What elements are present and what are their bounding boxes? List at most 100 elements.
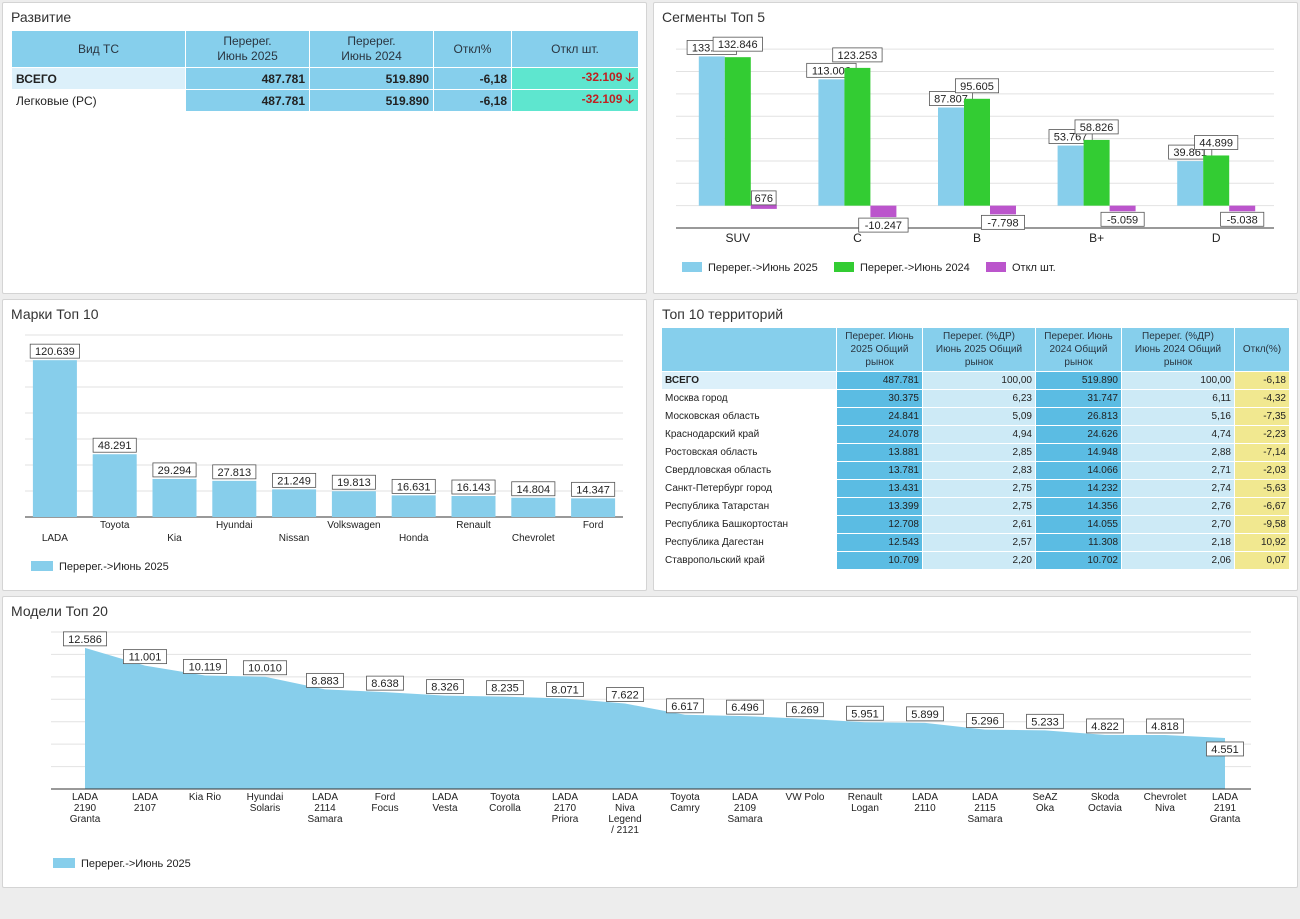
data-label: 10.119 <box>189 662 222 674</box>
col-t-2025-pct[interactable]: Перерег. (%ДР) Июнь 2025 Общий рынок <box>922 327 1036 372</box>
bar-otkl <box>750 204 777 209</box>
territory-row[interactable]: Республика Башкортостан 12.708 2,61 14.055 2… <box>661 515 1290 534</box>
cell-2024-pct: 2,88 <box>1121 443 1235 462</box>
x-tick-label: 2107 <box>134 803 157 814</box>
col-diff[interactable]: Откл шт. <box>511 30 639 68</box>
cell-diff: -32.109 🡣 <box>511 67 639 90</box>
cell-2025-pct: 2,75 <box>922 497 1036 516</box>
x-tick-label: Niva <box>615 803 635 814</box>
col-t-otkl[interactable]: Откл(%) <box>1234 327 1290 372</box>
x-tick-label: LADA <box>552 792 578 803</box>
cell-2024: 519.890 <box>309 67 434 90</box>
data-label-box <box>751 190 777 206</box>
x-tick-label: LADA <box>42 533 68 544</box>
segments-panel: Сегменты Топ 5 133.522 132.846 676 SUV 113.0… <box>653 2 1298 294</box>
x-tick-label: 2170 <box>554 803 577 814</box>
col-territory[interactable] <box>661 327 837 372</box>
data-label-box <box>242 660 287 676</box>
territory-row[interactable]: Московская область 24.841 5,09 26.813 5,16 -7… <box>661 407 1290 426</box>
x-tick-label: Vesta <box>432 803 457 814</box>
data-label: 10.010 <box>248 663 282 675</box>
cell-2024: 31.747 <box>1035 389 1122 408</box>
col-pct[interactable]: Откл% <box>433 30 512 68</box>
territory-row[interactable]: Ставропольский край 10.709 2,20 10.702 2,06 0… <box>661 551 1290 570</box>
cell-2024: 14.232 <box>1035 479 1122 498</box>
territory-row[interactable]: Санкт-Петербург город 13.431 2,75 14.232 2,7… <box>661 479 1290 498</box>
territory-name: ВСЕГО <box>661 371 837 390</box>
table-row[interactable]: ВСЕГО 487.781 519.890 -6,18 -32.109 🡣 <box>11 67 639 90</box>
data-label: 8.638 <box>371 678 399 690</box>
x-tick-label: D <box>1212 231 1221 245</box>
territory-row[interactable]: Свердловская область 13.781 2,83 14.066 2,71… <box>661 461 1290 480</box>
cell-otkl: -6,18 <box>1234 371 1290 390</box>
data-label-box <box>571 481 616 497</box>
data-label: -5.059 <box>1107 214 1138 226</box>
data-label: -7.798 <box>987 217 1018 229</box>
territory-name: Ставропольский край <box>661 551 837 570</box>
x-tick-label: LADA <box>72 792 98 803</box>
x-tick-label: Chevrolet <box>1144 792 1187 803</box>
models-panel: Модели Топ 20 12.586 LADA 2190 Granta 11.001… <box>2 596 1298 888</box>
col-vid-ts[interactable]: Вид ТС <box>11 30 186 68</box>
territory-row[interactable]: Ростовская область 13.881 2,85 14.948 2,88 -7… <box>661 443 1290 462</box>
col-t-2024-pct[interactable]: Перерег. (%ДР) Июнь 2024 Общий рынок <box>1121 327 1235 372</box>
data-label: 29.294 <box>158 465 192 477</box>
legend-swatch <box>986 262 1006 272</box>
row-label: ВСЕГО <box>11 67 186 90</box>
data-label: 8.326 <box>431 682 459 694</box>
bar-brand <box>331 491 376 517</box>
territory-name: Республика Татарстан <box>661 497 837 516</box>
x-tick-label: Toyota <box>100 520 130 531</box>
bar-otkl <box>870 205 897 218</box>
x-tick-label: Honda <box>399 533 429 544</box>
cell-diff-value: -32.109 <box>581 70 623 84</box>
cell-2025-pct: 100,00 <box>922 371 1036 390</box>
bar-2025 <box>1177 161 1204 206</box>
col-june-2025[interactable]: Перерег. Июнь 2025 <box>185 30 310 68</box>
data-label: 53.767 <box>1054 132 1088 144</box>
x-tick-label: Ford <box>375 792 396 803</box>
data-label: 4.551 <box>1211 744 1239 756</box>
cell-diff-value: -32.109 <box>581 92 623 106</box>
territory-row[interactable]: Республика Дагестан 12.543 2,57 11.308 2,18 1… <box>661 533 1290 552</box>
col-t-2024[interactable]: Перерег. Июнь 2024 Общий рынок <box>1035 327 1122 372</box>
data-label: 6.269 <box>791 705 819 717</box>
cell-diff: -32.109 🡣 <box>511 89 639 112</box>
cell-2025-pct: 4,94 <box>922 425 1036 444</box>
cell-2025: 487.781 <box>185 89 310 112</box>
data-label: 8.235 <box>491 683 519 695</box>
table-row[interactable]: Легковые (PC) 487.781 519.890 -6,18 -32.… <box>11 89 639 112</box>
data-label: 123.253 <box>838 50 878 62</box>
col-t-2025[interactable]: Перерег. Июнь 2025 Общий рынок <box>836 327 923 372</box>
models-title: Модели Топ 20 <box>11 603 108 619</box>
cell-2024-pct: 5,16 <box>1121 407 1235 426</box>
territory-row[interactable]: Краснодарский край 24.078 4,94 24.626 4,74 -2… <box>661 425 1290 444</box>
data-label: 58.826 <box>1080 122 1114 134</box>
territory-name: Москва город <box>661 389 837 408</box>
territory-name: Республика Дагестан <box>661 533 837 552</box>
data-label-box <box>1086 718 1124 734</box>
data-label: 8.071 <box>551 684 579 696</box>
cell-otkl: -2,23 <box>1234 425 1290 444</box>
x-tick-label: Logan <box>851 803 879 814</box>
cell-2024-pct: 2,71 <box>1121 461 1235 480</box>
data-label: 12.586 <box>68 634 102 646</box>
territory-row[interactable]: Республика Татарстан 13.399 2,75 14.356 2,76… <box>661 497 1290 516</box>
bar-2024 <box>1083 139 1110 206</box>
territories-header-row: Перерег. Июнь 2025 Общий рынок Перерег. … <box>661 327 1290 372</box>
data-label: 5.899 <box>911 709 939 721</box>
data-label-box <box>306 672 344 688</box>
data-label: 16.143 <box>457 482 491 494</box>
data-label-box <box>832 47 883 63</box>
x-tick-label: B+ <box>1089 231 1104 245</box>
col-june-2024[interactable]: Перерег. Июнь 2024 <box>309 30 434 68</box>
territory-row[interactable]: Москва город 30.375 6,23 31.747 6,11 -4,32 <box>661 389 1290 408</box>
cell-pct: -6,18 <box>433 89 512 112</box>
data-label-box <box>1100 211 1145 227</box>
arrow-down-icon: 🡣 <box>625 70 634 84</box>
bar-otkl <box>1229 205 1256 212</box>
territory-row[interactable]: ВСЕГО 487.781 100,00 519.890 100,00 -6,18 <box>661 371 1290 390</box>
cell-2024-pct: 2,76 <box>1121 497 1235 516</box>
data-label: 21.249 <box>277 475 311 487</box>
territories-panel: Топ 10 территорий Перерег. Июнь 2025 Общ… <box>653 299 1298 591</box>
